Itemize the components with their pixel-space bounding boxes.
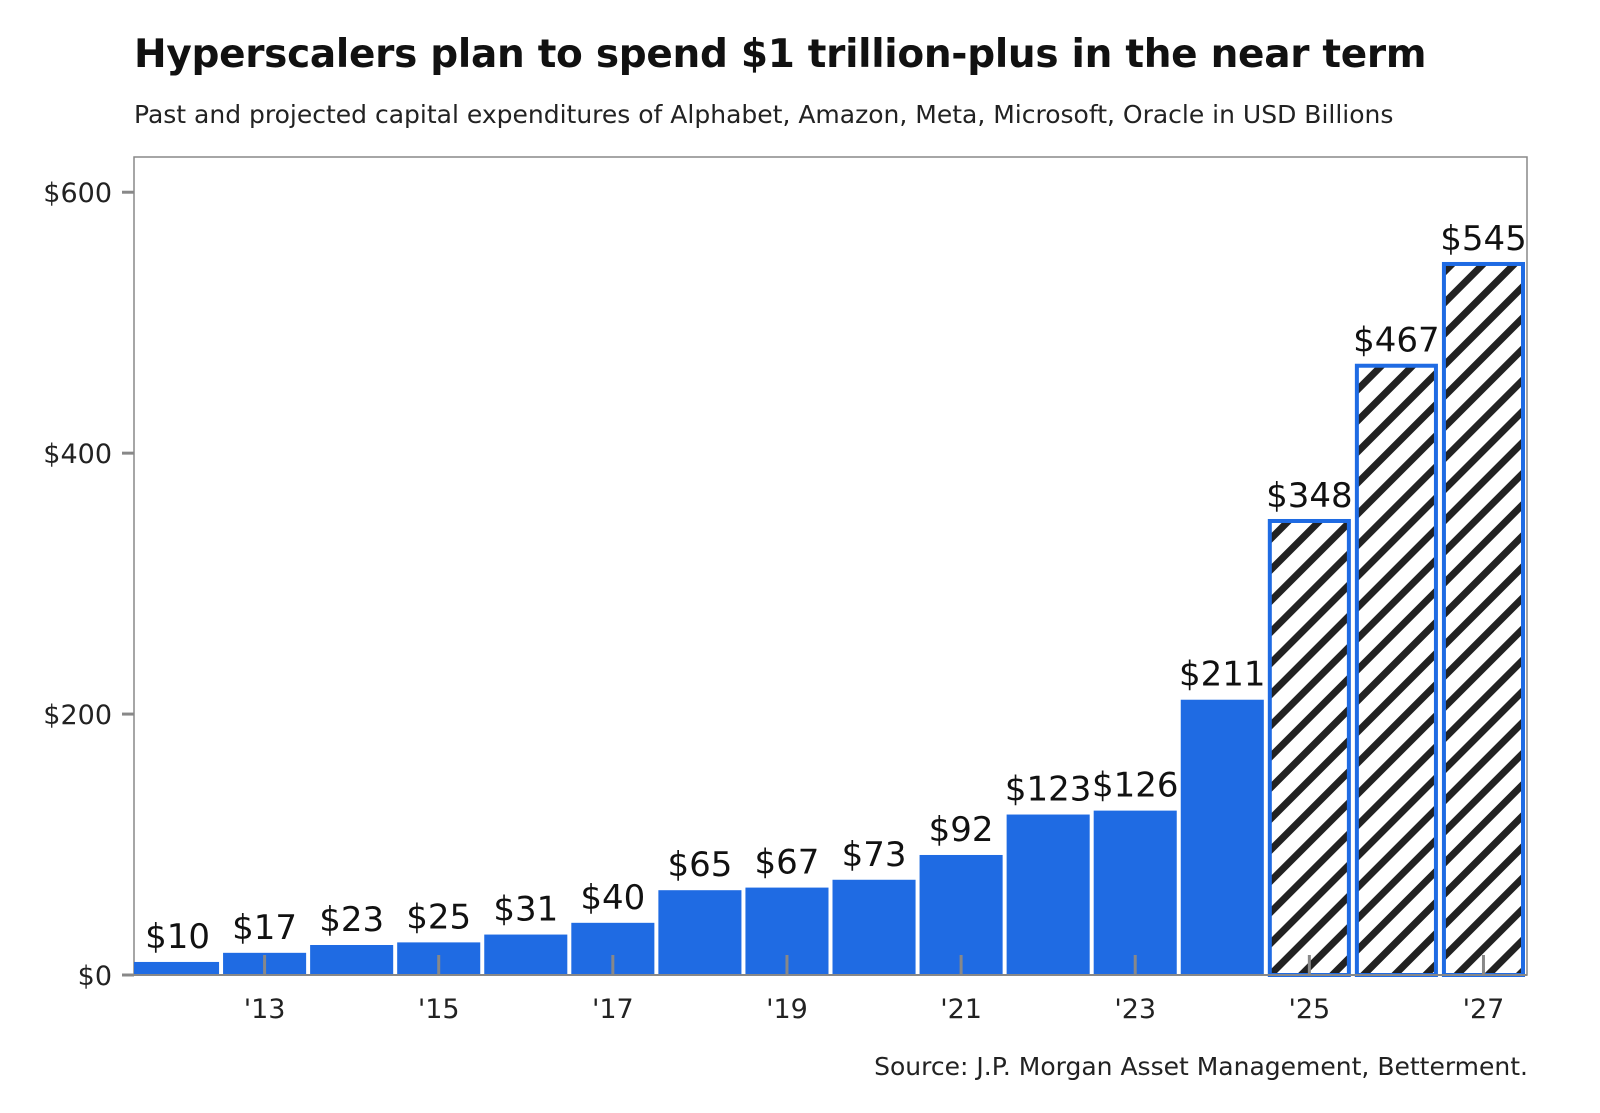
- y-tick-label: $0: [78, 961, 112, 992]
- x-tick-label: '19: [766, 994, 808, 1025]
- x-tick-label: '27: [1463, 994, 1505, 1025]
- x-tick-label: '25: [1288, 994, 1330, 1025]
- data-label: $126: [1092, 766, 1179, 806]
- chart-source: Source: J.P. Morgan Asset Management, Be…: [874, 1052, 1528, 1081]
- bar: [832, 879, 916, 975]
- data-label: $67: [755, 843, 820, 883]
- data-label: $17: [232, 908, 297, 948]
- y-tick-label: $200: [43, 700, 112, 731]
- bar: [1093, 810, 1177, 975]
- y-tick-label: $600: [43, 178, 112, 209]
- x-tick-label: '23: [1114, 994, 1156, 1025]
- bar: [919, 854, 1003, 975]
- bar-projected: [1267, 518, 1351, 977]
- chart-subtitle: Past and projected capital expenditures …: [134, 100, 1394, 129]
- data-label: $211: [1179, 655, 1266, 695]
- bar-projected: [1354, 363, 1438, 977]
- bar-projected: [1441, 261, 1525, 978]
- data-label: $545: [1440, 219, 1527, 259]
- data-label: $10: [145, 917, 210, 957]
- bar: [484, 934, 568, 975]
- data-label: $31: [493, 890, 558, 930]
- chart-title: Hyperscalers plan to spend $1 trillion-p…: [134, 32, 1427, 77]
- data-label: $40: [580, 878, 645, 918]
- data-label: $23: [319, 900, 384, 940]
- data-label: $123: [1005, 770, 1092, 810]
- x-tick-label: '13: [244, 994, 286, 1025]
- y-tick-label: $400: [43, 439, 112, 470]
- data-label: $65: [667, 845, 732, 885]
- data-label: $348: [1266, 476, 1353, 516]
- bar: [310, 944, 394, 975]
- bar: [1006, 814, 1090, 975]
- x-tick-label: '17: [592, 994, 634, 1025]
- x-tick-label: '15: [418, 994, 460, 1025]
- bar: [1180, 699, 1264, 975]
- data-label: $92: [929, 810, 994, 850]
- bar: [134, 961, 220, 975]
- x-tick-label: '21: [940, 994, 982, 1025]
- data-label: $73: [842, 835, 907, 875]
- data-label: $467: [1353, 321, 1440, 361]
- data-label: $25: [406, 897, 471, 937]
- bar: [658, 890, 742, 975]
